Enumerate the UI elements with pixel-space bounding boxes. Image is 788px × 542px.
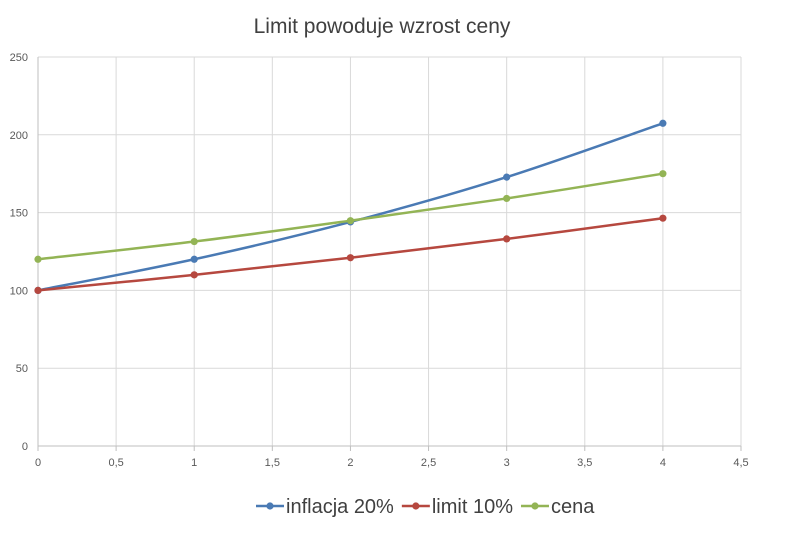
legend-item: limit 10%: [401, 496, 513, 518]
x-tick-label: 0,5: [108, 457, 123, 469]
data-point: [34, 255, 42, 263]
y-tick-label: 100: [10, 285, 28, 297]
y-tick-label: 0: [22, 441, 28, 453]
x-tick-label: 2,5: [421, 457, 436, 469]
data-point: [659, 170, 667, 178]
grid: [38, 56, 742, 446]
data-point: [346, 254, 355, 262]
legend-marker: [412, 502, 420, 510]
data-point: [503, 173, 511, 181]
data-point: [190, 237, 198, 246]
series-limit-10: [34, 214, 667, 294]
x-tick-label: 3: [504, 457, 510, 469]
legend-marker: [531, 502, 539, 510]
data-point: [190, 255, 198, 263]
plot-area: [34, 119, 667, 294]
data-point: [190, 271, 198, 279]
legend-item: inflacja 20%: [256, 496, 394, 518]
legend-label: inflacja 20%: [286, 496, 394, 518]
x-tick-label: 2: [347, 457, 353, 469]
x-tick-label: 1,5: [265, 457, 280, 469]
chart-title: Limit powoduje wzrost ceny: [254, 15, 511, 38]
x-tick-label: 0: [35, 457, 41, 469]
legend-label: cena: [551, 496, 595, 518]
x-tick-label: 1: [191, 457, 197, 469]
legend: inflacja 20% limit 10% cena: [256, 496, 595, 518]
data-point: [659, 214, 667, 222]
data-point: [503, 235, 511, 243]
series-cena: [34, 170, 667, 263]
y-tick-label: 250: [10, 52, 28, 64]
data-point: [346, 217, 355, 225]
axes: 0 50 100 150 200 250 0 0,5 1 1,5 2 2,5 3 3,5 4 4,5: [10, 52, 749, 469]
x-tick-label: 4,5: [733, 457, 748, 469]
x-tick-label: 4: [660, 457, 666, 469]
legend-item: cena: [520, 496, 595, 518]
legend-marker: [266, 502, 274, 510]
data-point: [659, 119, 667, 127]
data-point: [34, 286, 42, 294]
y-tick-label: 200: [10, 130, 28, 142]
legend-label: limit 10%: [432, 496, 513, 518]
data-point: [503, 194, 511, 203]
y-tick-label: 150: [10, 208, 28, 220]
x-tick-label: 3,5: [577, 457, 592, 469]
y-tick-label: 50: [16, 363, 28, 375]
